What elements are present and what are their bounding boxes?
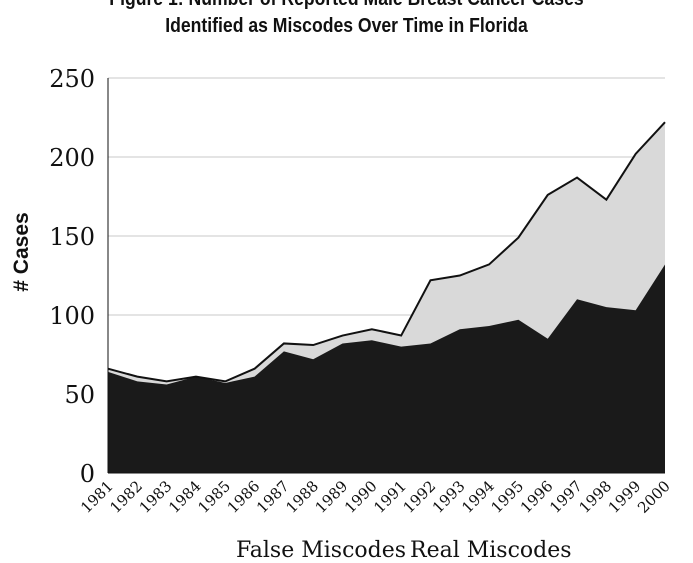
x-tick-label: 1998 (575, 477, 615, 517)
x-tick-label: 1995 (488, 477, 528, 517)
area-chart: 0501001502002501981198219831984198519861… (49, 65, 674, 517)
chart-title-line2: Identified as Miscodes Over Time in Flor… (165, 15, 528, 37)
x-tick-label: 1997 (546, 477, 586, 517)
line-total (107, 121, 666, 383)
x-tick-label: 1991 (370, 477, 410, 517)
y-tick-label: 200 (49, 144, 95, 172)
x-tick-label: 1983 (136, 477, 176, 517)
x-tick-label: 2000 (634, 477, 674, 517)
x-tick-label: 1988 (282, 477, 322, 517)
x-tick-label: 1993 (429, 477, 469, 517)
x-tick-label: 1996 (517, 477, 557, 517)
x-tick-label: 1987 (253, 477, 293, 517)
legend-false: False Miscodes (236, 538, 407, 563)
x-tick-label: 1992 (400, 477, 440, 517)
x-tick-label: 1982 (106, 477, 146, 517)
x-tick-label: 1990 (341, 477, 381, 517)
area-real-miscodes (108, 264, 665, 473)
x-tick-label: 1999 (605, 477, 645, 517)
y-tick-label: 0 (80, 460, 95, 488)
chart-title-line1: Figure 1: Number of Reported Male Breast… (42, 0, 652, 11)
y-tick-label: 100 (49, 302, 95, 330)
x-tick-label: 1994 (458, 477, 498, 517)
legend-real: Real Miscodes (410, 538, 572, 563)
x-tick-label: 1984 (165, 477, 205, 517)
x-tick-label: 1986 (224, 477, 264, 517)
y-tick-label: 150 (49, 223, 95, 251)
y-tick-label: 250 (49, 65, 95, 93)
y-tick-label: 50 (64, 381, 95, 409)
x-tick-label: 1989 (312, 477, 352, 517)
x-tick-label: 1985 (194, 477, 234, 517)
